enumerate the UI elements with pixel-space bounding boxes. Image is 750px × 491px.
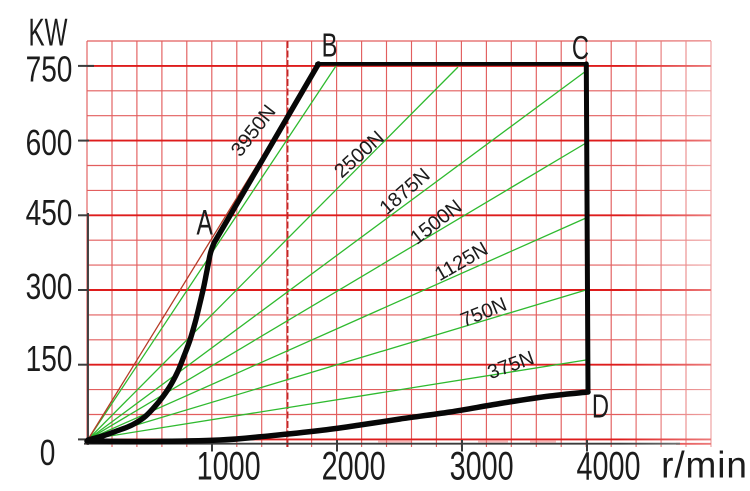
svg-text:600: 600 — [26, 123, 73, 163]
svg-text:3000: 3000 — [450, 444, 514, 489]
svg-text:300: 300 — [26, 267, 73, 307]
svg-text:C: C — [572, 30, 589, 67]
svg-text:450: 450 — [26, 193, 73, 233]
svg-text:0: 0 — [40, 433, 56, 473]
svg-text:150: 150 — [26, 339, 73, 379]
svg-text:B: B — [322, 28, 338, 65]
svg-text:4000: 4000 — [576, 444, 640, 489]
svg-text:KW: KW — [29, 10, 68, 53]
svg-text:750: 750 — [26, 49, 73, 89]
svg-text:A: A — [197, 204, 214, 242]
svg-text:2000: 2000 — [322, 444, 386, 489]
svg-text:1000: 1000 — [197, 444, 261, 489]
svg-text:D: D — [592, 389, 609, 426]
svg-text:r/min: r/min — [661, 445, 748, 486]
